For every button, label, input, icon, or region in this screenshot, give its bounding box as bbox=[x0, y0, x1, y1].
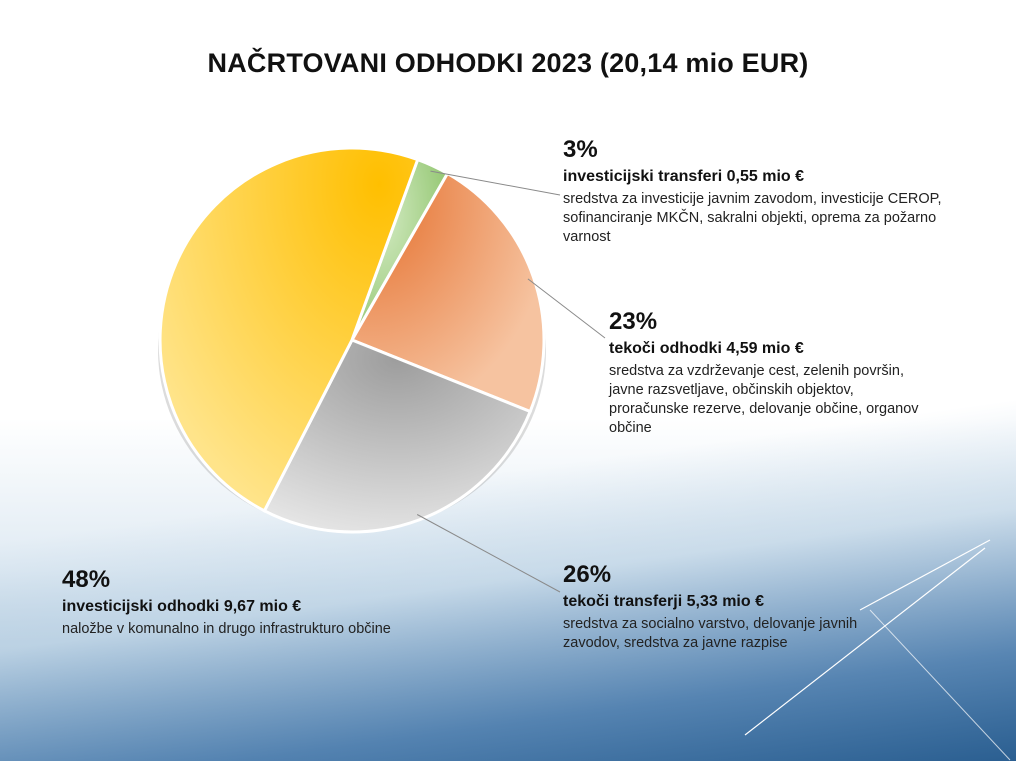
slice-description: sredstva za socialno varstvo, delovanje … bbox=[563, 616, 858, 652]
slice-description: naložbe v komunalno in drugo infrastrukt… bbox=[62, 621, 391, 638]
slice-name: investicijski transferi 0,55 mio € bbox=[563, 167, 805, 185]
slice-investicijski-odhodki bbox=[158, 146, 420, 513]
slice-description: sredstva za investicije javnim zavodom, … bbox=[563, 191, 942, 246]
slice-label-investicijski-odhodki: 48% investicijski odhodki 9,67 mio € nal… bbox=[62, 566, 482, 639]
slice-label-investicijski-transferi: 3% investicijski transferi 0,55 mio € sr… bbox=[563, 136, 943, 247]
leader-line bbox=[416, 514, 561, 593]
slice-percent: 48% bbox=[62, 566, 111, 593]
slice-tekoci-transferji bbox=[262, 338, 533, 534]
slice-percent: 23% bbox=[609, 308, 658, 335]
slice-tekoci-odhodki bbox=[349, 171, 546, 414]
slice-description: sredstva za vzdrževanje cest, zelenih po… bbox=[609, 363, 919, 436]
slice-name: tekoči odhodki 4,59 mio € bbox=[609, 339, 804, 357]
slice-name: tekoči transferji 5,33 mio € bbox=[563, 592, 764, 610]
slice-percent: 26% bbox=[563, 561, 612, 588]
slice-label-tekoci-odhodki: 23% tekoči odhodki 4,59 mio € sredstva z… bbox=[609, 308, 929, 438]
leader-line bbox=[430, 170, 561, 196]
slice-name: investicijski odhodki 9,67 mio € bbox=[62, 597, 302, 615]
slice-percent: 3% bbox=[563, 136, 598, 163]
leader-line bbox=[527, 278, 606, 339]
slice-label-tekoci-transferji: 26% tekoči transferji 5,33 mio € sredstv… bbox=[563, 561, 903, 653]
chart-title: NAČRTOVANI ODHODKI 2023 (20,14 mio EUR) bbox=[207, 48, 809, 78]
